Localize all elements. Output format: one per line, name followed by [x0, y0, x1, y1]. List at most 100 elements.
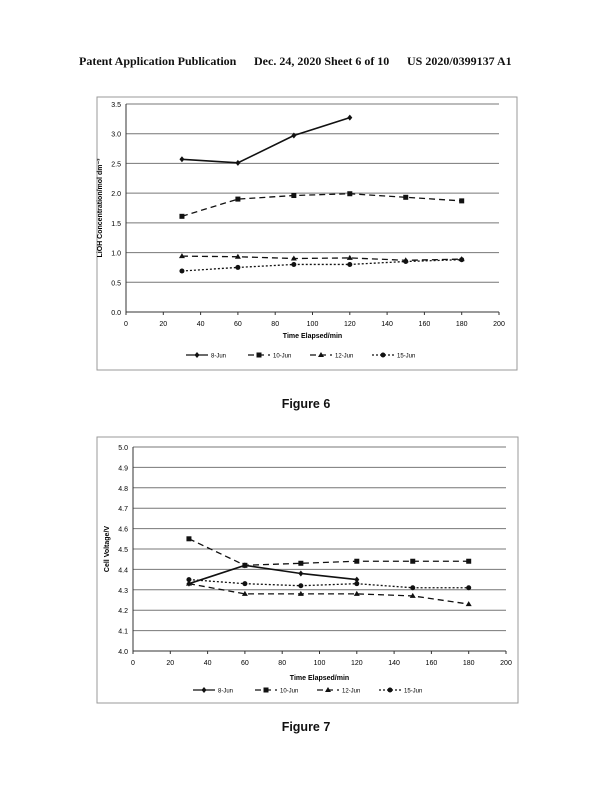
- y-tick-label: 1.5: [111, 221, 121, 228]
- series-line-10-Jun: [182, 194, 462, 217]
- x-tick-label: 200: [493, 321, 505, 328]
- y-tick-label: 4.6: [118, 527, 128, 534]
- marker-c1-s3-p0: [186, 577, 191, 582]
- marker-c0-s3-p1: [235, 265, 240, 270]
- marker-c1-s1-p3: [354, 559, 359, 564]
- x-tick-label: 40: [197, 321, 205, 328]
- legend-label: 12-Jun: [335, 354, 353, 360]
- y-tick-label: 2.0: [111, 191, 121, 198]
- marker-c0-s0-p3: [347, 115, 352, 121]
- chart-frame-0: [97, 97, 517, 370]
- marker-c1-s1-p2: [298, 561, 303, 566]
- x-tick-label: 160: [426, 660, 438, 667]
- x-tick-label: 60: [234, 321, 242, 328]
- marker-c1-s3-p2: [298, 583, 303, 588]
- marker-c1-s0-p2: [298, 570, 303, 576]
- series-line-10-Jun: [189, 539, 469, 566]
- marker-c0-s1-p4: [403, 195, 408, 200]
- marker-c1-s3-plegend: [388, 688, 393, 693]
- marker-c0-s3-p3: [347, 262, 352, 267]
- series-line-12-Jun: [182, 256, 462, 260]
- y-tick-label: 0.5: [111, 280, 121, 287]
- y-tick-label: 0.0: [111, 310, 121, 317]
- legend-label: 8-Jun: [218, 689, 233, 695]
- marker-c0-s3-p0: [179, 268, 184, 273]
- series-line-15-Jun: [189, 580, 469, 588]
- x-tick-label: 140: [381, 321, 393, 328]
- y-axis-title: Cell Voltage/V: [104, 526, 111, 572]
- legend-label: 10-Jun: [273, 354, 291, 360]
- marker-c0-s3-plegend: [381, 353, 386, 358]
- marker-c0-s1-plegend: [257, 353, 262, 358]
- x-tick-label: 100: [307, 321, 319, 328]
- x-tick-label: 120: [351, 660, 363, 667]
- chart-frame-1: [97, 437, 518, 703]
- x-axis-title: Time Elapsed/min: [290, 675, 349, 682]
- marker-c0-s0-p1: [235, 160, 240, 166]
- y-tick-label: 4.1: [118, 629, 128, 636]
- x-tick-label: 80: [278, 660, 286, 667]
- x-tick-label: 20: [159, 321, 167, 328]
- figure-7-caption: Figure 7: [0, 720, 612, 734]
- y-tick-label: 5.0: [118, 445, 128, 452]
- figure-6-caption: Figure 6: [0, 397, 612, 411]
- marker-c1-s2-p5: [466, 601, 472, 606]
- marker-c0-s3-p2: [291, 262, 296, 267]
- series-line-15-Jun: [182, 260, 462, 271]
- legend-label: 12-Jun: [342, 689, 360, 695]
- y-tick-label: 2.5: [111, 161, 121, 168]
- legend-label: 8-Jun: [211, 354, 226, 360]
- marker-c1-s3-p3: [354, 581, 359, 586]
- marker-c1-s1-p0: [186, 536, 191, 541]
- x-tick-label: 40: [204, 660, 212, 667]
- y-tick-label: 4.2: [118, 608, 128, 615]
- marker-c0-s1-p0: [179, 214, 184, 219]
- marker-c1-s3-p4: [410, 585, 415, 590]
- charts: 0.0 0.5 1.0 1.5 2.0 2.5 3.0 3.5 0 20 40 60 80 100 120 1…: [0, 0, 612, 792]
- marker-c0-s0-p0: [179, 156, 184, 162]
- legend-label: 10-Jun: [280, 689, 298, 695]
- x-tick-label: 80: [271, 321, 279, 328]
- x-tick-label: 0: [131, 660, 135, 667]
- y-tick-label: 3.0: [111, 132, 121, 139]
- x-tick-label: 100: [314, 660, 326, 667]
- x-tick-label: 140: [388, 660, 400, 667]
- x-tick-label: 60: [241, 660, 249, 667]
- marker-c0-s3-p5: [459, 257, 464, 262]
- marker-c1-s1-plegend: [264, 688, 269, 693]
- marker-c1-s1-p1: [242, 563, 247, 568]
- y-tick-label: 4.5: [118, 547, 128, 554]
- marker-c0-s0-plegend: [195, 352, 200, 358]
- x-tick-label: 180: [463, 660, 475, 667]
- marker-c1-s3-p5: [466, 585, 471, 590]
- y-tick-label: 4.7: [118, 506, 128, 513]
- x-tick-label: 120: [344, 321, 356, 328]
- x-tick-label: 20: [166, 660, 174, 667]
- y-tick-label: 3.5: [111, 102, 121, 109]
- legend-label: 15-Jun: [404, 689, 422, 695]
- marker-c0-s1-p3: [347, 191, 352, 196]
- marker-c0-s3-p4: [403, 259, 408, 264]
- marker-c0-s1-p5: [459, 198, 464, 203]
- y-tick-label: 4.9: [118, 465, 128, 472]
- y-axis-title: LiOH Concentration/mol dm⁻³: [97, 158, 104, 258]
- marker-c0-s1-p2: [291, 193, 296, 198]
- y-tick-label: 4.0: [118, 649, 128, 656]
- y-tick-label: 4.3: [118, 588, 128, 595]
- legend-label: 15-Jun: [397, 354, 415, 360]
- x-tick-label: 180: [456, 321, 468, 328]
- marker-c1-s1-p4: [410, 559, 415, 564]
- x-tick-label: 200: [500, 660, 512, 667]
- patent-page: Patent Application Publication Dec. 24, …: [0, 0, 612, 792]
- series-line-12-Jun: [189, 584, 469, 604]
- x-tick-label: 0: [124, 321, 128, 328]
- marker-c1-s3-p1: [242, 581, 247, 586]
- marker-c1-s1-p5: [466, 559, 471, 564]
- series-line-8-Jun: [182, 118, 350, 163]
- y-tick-label: 4.4: [118, 567, 128, 574]
- marker-c0-s1-p1: [235, 197, 240, 202]
- x-tick-label: 160: [419, 321, 431, 328]
- y-tick-label: 1.0: [111, 251, 121, 258]
- marker-c1-s0-plegend: [202, 687, 207, 693]
- y-tick-label: 4.8: [118, 486, 128, 493]
